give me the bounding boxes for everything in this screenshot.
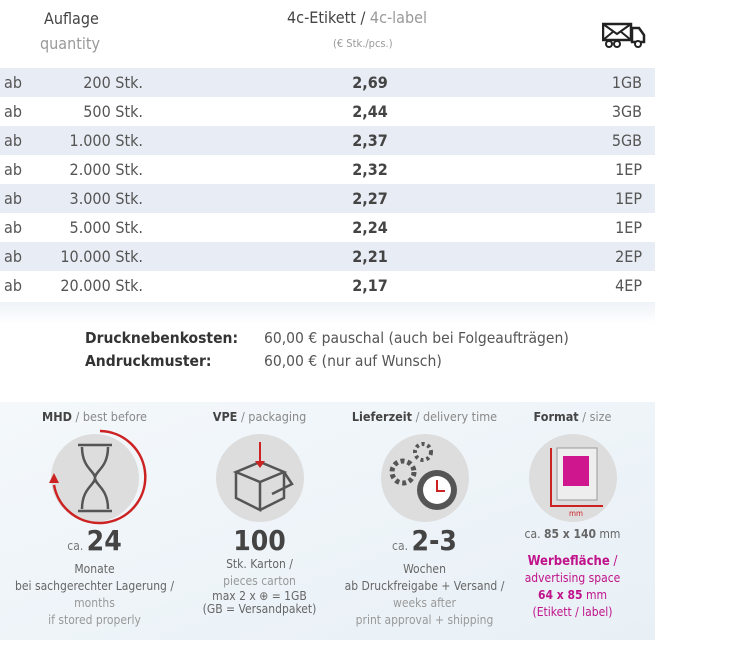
cell-qty: 10.000 Stk. — [60, 247, 143, 266]
cell-qty: 3.000 Stk. — [69, 189, 143, 208]
cell-ab: ab — [4, 218, 22, 237]
cell-ship: 1EP — [615, 189, 642, 208]
cell-ship: 1EP — [615, 160, 642, 179]
table-header: Auflage quantity 4c-Etikett / 4c-label (… — [0, 0, 655, 68]
vpe-value: 100 — [233, 524, 286, 557]
mhd-title: MHD / best before — [42, 409, 147, 424]
cell-ab: ab — [4, 276, 22, 295]
cell-ab: ab — [4, 73, 22, 92]
cell-ship: 1EP — [615, 218, 642, 237]
cell-qty: 1.000 Stk. — [69, 131, 143, 150]
cell-price: 2,24 — [352, 218, 388, 237]
mhd-line: Monate — [74, 562, 115, 576]
cell-price: 2,21 — [352, 247, 388, 266]
cell-ab: ab — [4, 102, 22, 121]
extra-label: Andruckmuster: — [85, 352, 212, 370]
mhd-line: bei sachgerechter Lagerung / — [15, 579, 174, 593]
ad-space-title: Werbefläche / — [527, 554, 618, 569]
mhd-value: ca. 24 — [67, 524, 122, 557]
table-row: ab 5.000 Stk. 2,24 1EP — [0, 213, 655, 242]
ad-space-size: 64 x 85 mm — [538, 588, 607, 602]
cell-price: 2,27 — [352, 189, 388, 208]
extra-value: 60,00 € (nur auf Wunsch) — [264, 352, 442, 370]
product-header: 4c-Etikett / 4c-label — [287, 8, 427, 27]
quantity-header-en: quantity — [40, 34, 101, 53]
info-format: Format / size mm ca. 85 x 140 mm Werbefl… — [500, 402, 645, 621]
cell-ship: 4EP — [615, 276, 642, 295]
lieferzeit-line: ab Druckfreigabe + Versand / — [344, 579, 505, 593]
mhd-line: months — [74, 596, 115, 610]
table-row: ab 2.000 Stk. 2,32 1EP — [0, 155, 655, 184]
product-de: 4c-Etikett — [287, 8, 356, 27]
table-row: ab 500 Stk. 2,44 3GB — [0, 97, 655, 126]
lieferzeit-line: print approval + shipping — [355, 613, 494, 627]
cell-ab: ab — [4, 131, 22, 150]
mhd-line: if stored properly — [48, 613, 141, 627]
lieferzeit-line: Wochen — [403, 562, 446, 576]
quantity-header-de: Auflage — [44, 9, 99, 28]
cell-qty: 200 Stk. — [83, 73, 143, 92]
lieferzeit-value: ca. 2-3 — [392, 524, 457, 557]
svg-text:mm: mm — [569, 509, 583, 518]
vpe-title: VPE / packaging — [212, 409, 307, 424]
extra-values: 60,00 € pauschal (auch bei Folgeaufträge… — [264, 327, 569, 373]
gears-clock-icon — [380, 434, 469, 522]
table-fade — [0, 302, 655, 324]
cell-ab: ab — [4, 160, 22, 179]
ad-space-note: (Etikett / label) — [532, 605, 613, 619]
cell-ship: 3GB — [611, 102, 642, 121]
table-row: ab 200 Stk. 2,69 1GB — [0, 68, 655, 97]
vpe-line: pieces carton — [223, 574, 296, 588]
cell-price: 2,32 — [352, 160, 388, 179]
info-vpe: VPE / packaging 100 Stk. Karton / pieces… — [177, 402, 342, 616]
cell-price: 2,69 — [352, 73, 388, 92]
cell-ab: ab — [4, 189, 22, 208]
ad-space-en: advertising space — [524, 571, 621, 585]
table-row: ab 3.000 Stk. 2,27 1EP — [0, 184, 655, 213]
format-size: ca. 85 x 140 mm — [524, 527, 621, 541]
unit-header: (€ Stk./pcs.) — [333, 37, 393, 50]
format-title: Format / size — [533, 409, 612, 424]
cell-price: 2,37 — [352, 131, 388, 150]
table-row: ab 20.000 Stk. 2,17 4EP — [0, 271, 655, 300]
cell-ab: ab — [4, 247, 22, 266]
table-row: ab 1.000 Stk. 2,37 5GB — [0, 126, 655, 155]
cell-qty: 500 Stk. — [83, 102, 143, 121]
vpe-line: Stk. Karton / — [226, 557, 293, 571]
vpe-line: max 2 x ⊕ = 1GB — [212, 589, 307, 603]
extra-value: 60,00 € pauschal (auch bei Folgeaufträge… — [264, 329, 569, 347]
price-table: ab 200 Stk. 2,69 1GB ab 500 Stk. 2,44 3GB ab 1.00… — [0, 68, 655, 300]
extra-labels: Drucknebenkosten: Andruckmuster: — [85, 327, 238, 373]
label-size-icon: mm — [528, 434, 617, 522]
mail-truck-icon — [602, 22, 646, 48]
product-sep: / — [355, 8, 370, 27]
info-lieferzeit: Lieferzeit / delivery time ca. 2-3 Woche… — [342, 402, 507, 629]
lieferzeit-title: Lieferzeit / delivery time — [351, 409, 498, 424]
cell-qty: 20.000 Stk. — [60, 276, 143, 295]
hourglass-icon — [48, 429, 147, 525]
box-icon — [215, 434, 304, 522]
cell-price: 2,17 — [352, 276, 388, 295]
cell-price: 2,44 — [352, 102, 388, 121]
cell-ship: 2EP — [615, 247, 642, 266]
product-en: 4c-label — [369, 8, 427, 27]
vpe-line: (GB = Versandpaket) — [202, 602, 317, 616]
cell-ship: 5GB — [611, 131, 642, 150]
cell-ship: 1GB — [611, 73, 642, 92]
cell-qty: 2.000 Stk. — [69, 160, 143, 179]
extra-label: Drucknebenkosten: — [85, 329, 239, 347]
info-mhd: MHD / best before ca. 24 Monate bei sach… — [12, 402, 177, 629]
cell-qty: 5.000 Stk. — [69, 218, 143, 237]
table-row: ab 10.000 Stk. 2,21 2EP — [0, 242, 655, 271]
info-panel: MHD / best before ca. 24 Monate bei sach… — [0, 402, 655, 640]
lieferzeit-line: weeks after — [393, 596, 456, 610]
